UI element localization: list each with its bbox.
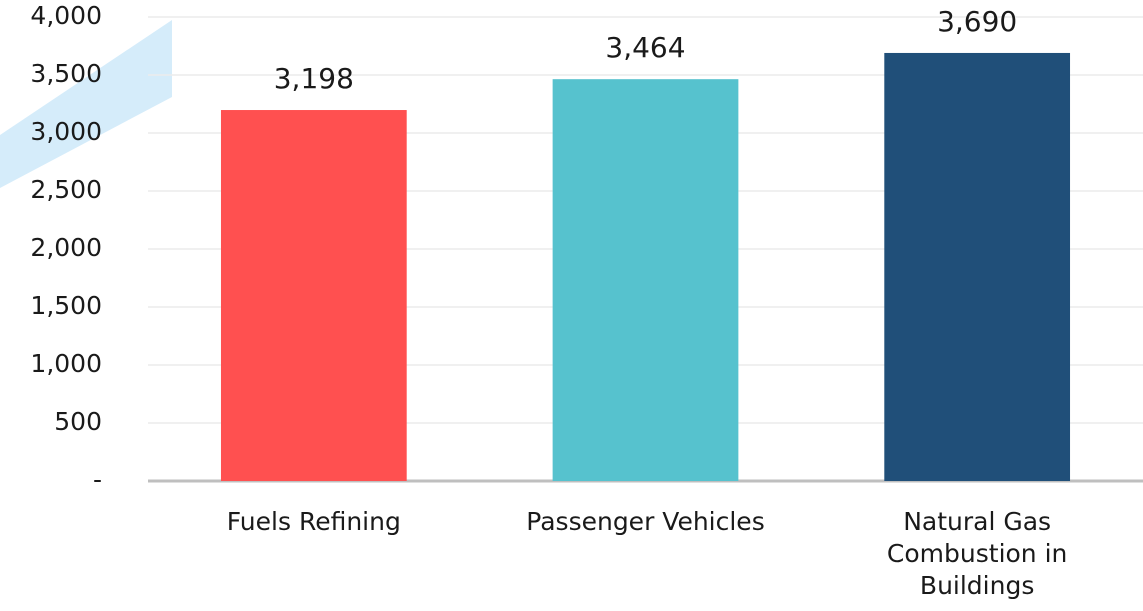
y-tick-label: 2,500 bbox=[30, 175, 102, 204]
data-label: 3,198 bbox=[274, 62, 354, 95]
x-tick-label: Fuels Refining bbox=[226, 507, 401, 536]
bar bbox=[552, 79, 739, 482]
y-tick-label: 1,000 bbox=[30, 349, 102, 378]
y-tick-label: 3,500 bbox=[30, 59, 102, 88]
x-tick-label: Passenger Vehicles bbox=[526, 507, 765, 536]
y-tick-label: 3,000 bbox=[30, 117, 102, 146]
y-tick-label: 2,000 bbox=[30, 233, 102, 262]
y-tick-label: - bbox=[93, 465, 102, 494]
bar bbox=[884, 52, 1071, 482]
data-label: 3,464 bbox=[605, 31, 685, 64]
data-label: 3,690 bbox=[937, 5, 1017, 38]
x-tick-label: Natural Gas Combustion in Buildings bbox=[886, 507, 1068, 600]
bar bbox=[220, 110, 407, 482]
decoration bbox=[0, 20, 172, 188]
y-tick-label: 4,000 bbox=[30, 1, 102, 30]
y-tick-label: 500 bbox=[54, 407, 102, 436]
y-tick-label: 1,500 bbox=[30, 291, 102, 320]
